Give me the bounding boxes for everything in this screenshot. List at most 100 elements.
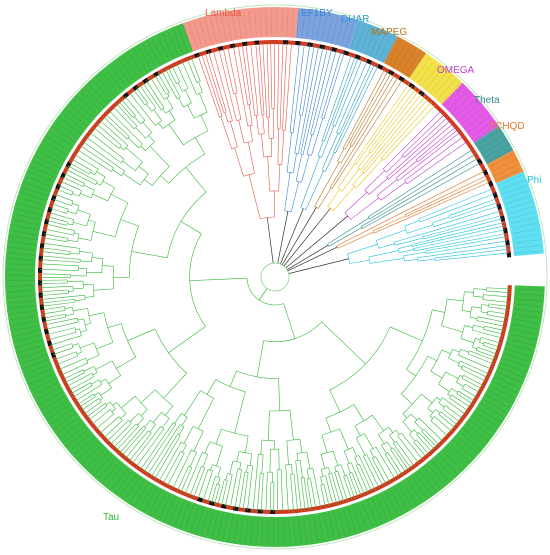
branch-tau [416,439,421,445]
ring-tick [40,146,64,160]
ring-tick [250,517,254,544]
branch-lambda [248,174,261,219]
ring-tick [501,362,526,373]
ring-tick [9,241,36,246]
ring-tick [490,385,515,399]
branch-tau [83,404,98,415]
branch-tau [239,462,242,470]
branch-phi [426,248,454,254]
branch-tau [82,141,113,163]
branch-tau [487,314,493,316]
branch-tau [61,240,68,243]
branch-tau [96,171,106,178]
branch-tau [252,471,258,512]
branch-tau [299,460,303,478]
branch-tau [81,372,85,375]
branch-tau [64,207,69,210]
ring-tick [371,498,383,523]
branch-mapeg [340,76,399,170]
branch-tau [121,99,133,112]
ring-tick [120,474,136,497]
ring-tick [63,425,85,443]
ring-tick [422,64,439,86]
branch-tau [67,165,93,180]
branch-phi [434,233,507,248]
ring-tick [397,45,411,69]
ring-tick [515,245,542,249]
branch-lambda [262,101,265,115]
ring-tick [379,35,391,59]
ring-tick [124,477,140,500]
branch-unnamed [374,98,429,162]
branch-phi [404,259,418,262]
marker-black [242,41,248,47]
branch-theta [400,149,473,196]
branch-omega [344,192,368,213]
branch-tau [355,474,365,495]
marker-black [408,82,415,89]
ring-tick [492,159,516,172]
ring-tick [256,518,259,545]
branch-lambda [237,44,247,94]
ring-tick [67,429,88,447]
branch-tau [303,476,306,487]
branch-tau [145,80,162,104]
branch-lambda [201,53,216,97]
branch-tau [408,433,416,442]
branch-tau [137,418,144,426]
branch-tau [366,454,371,462]
branch-tau [327,483,334,505]
branch-tau [461,392,475,402]
branch-tau [434,416,439,420]
branch-tau [432,309,445,313]
branch-tau [99,420,115,434]
branch-tau [493,304,509,307]
branch-omega [376,179,398,196]
branch-tau [86,136,109,154]
marker-black [492,192,498,199]
branch-unnamed [355,145,370,165]
ring-tick [8,305,35,309]
branch-tchqd [392,181,491,226]
branch-tau [468,353,475,357]
marker-black [39,304,45,310]
ring-tick [231,12,237,39]
branch-tau [478,351,496,358]
branch-tau [67,211,77,215]
branch-phi [407,224,434,234]
ring-tick [220,14,227,40]
branch-tau [121,129,130,137]
branch-tau [391,459,403,475]
branch-tau [462,365,468,369]
branch-tau [289,410,294,440]
branch-tau [65,250,71,252]
ring-tick [222,514,229,540]
branch-unnamed [360,142,383,171]
branch-tau [48,333,71,341]
branch-tau [490,291,510,293]
branch-tau [230,474,233,484]
branch-omega [416,150,428,160]
branch-tau [310,478,313,487]
branch-tau [125,147,143,163]
branch-ef1by [289,104,294,133]
branch-tau [80,145,103,161]
branch-phi [417,254,441,258]
branch-omega [409,120,451,157]
branch-dhar [321,124,328,141]
ring-tick [510,333,536,341]
branch-phi [369,258,405,264]
branch-tau [225,473,228,481]
branch-tau [43,233,60,238]
branch-tau [77,318,84,321]
branch-tau [51,203,65,209]
ring-tick [206,510,214,537]
branch-tau [40,255,71,259]
ring-tick [102,462,120,483]
ring-tick [376,496,388,521]
branch-tau [67,239,78,243]
branch-tau [440,411,444,415]
branch-mapeg [353,70,389,134]
branch-tau [193,431,204,452]
branch-lambda [208,51,224,103]
